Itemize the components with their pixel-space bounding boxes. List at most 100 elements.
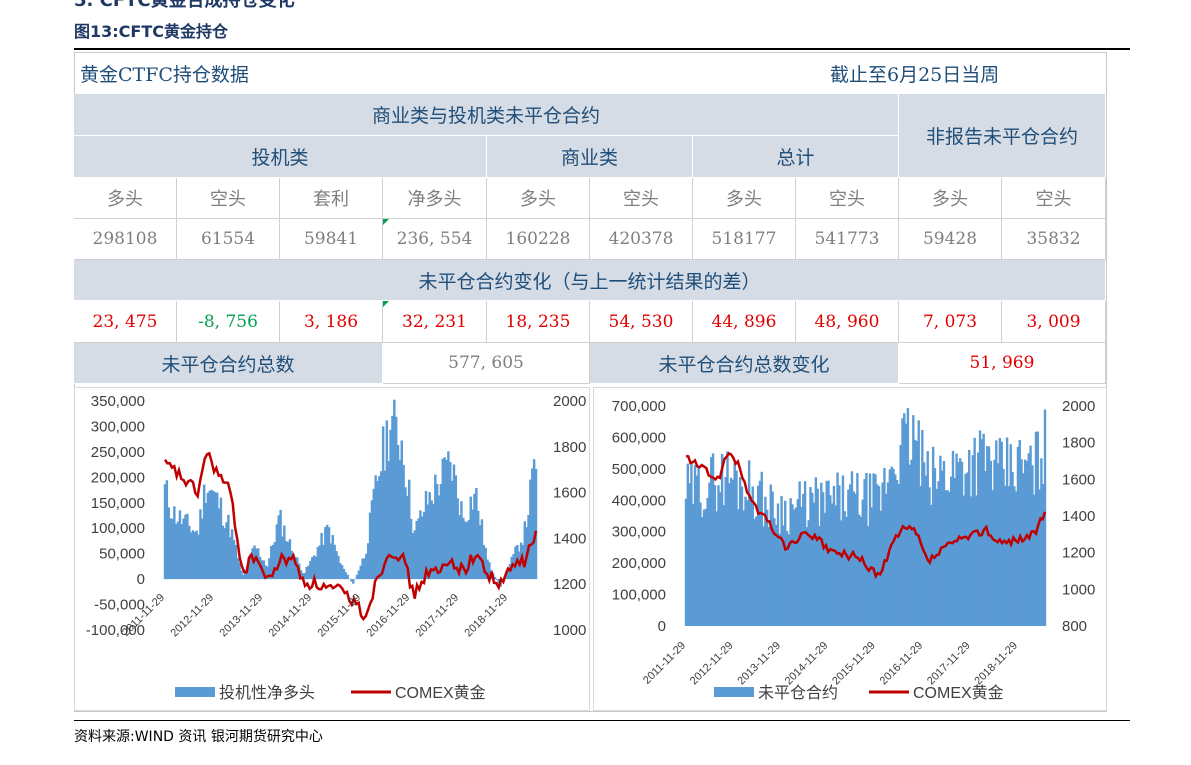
bar bbox=[305, 566, 308, 580]
bar bbox=[715, 511, 718, 626]
left-axis-tick-label: 300,000 bbox=[612, 524, 666, 541]
bar bbox=[163, 484, 167, 580]
bar bbox=[821, 492, 825, 626]
bar bbox=[372, 488, 376, 580]
bar bbox=[329, 543, 333, 580]
left-axis-tick-label: 350,000 bbox=[91, 393, 145, 410]
bar bbox=[195, 530, 198, 580]
bar bbox=[895, 479, 899, 626]
bar bbox=[874, 474, 877, 626]
bar bbox=[307, 565, 310, 580]
bar bbox=[1009, 444, 1012, 626]
bar bbox=[452, 464, 456, 580]
bar bbox=[814, 477, 818, 626]
bar bbox=[747, 460, 751, 626]
bar bbox=[986, 446, 989, 626]
bar bbox=[398, 459, 402, 580]
bar bbox=[374, 475, 377, 580]
bar bbox=[719, 492, 722, 626]
bar bbox=[686, 463, 690, 626]
bar bbox=[234, 544, 238, 580]
bar bbox=[908, 464, 911, 626]
bar bbox=[865, 472, 868, 626]
change-cell: -8, 756 bbox=[177, 301, 280, 343]
right-axis-tick-label: 1400 bbox=[553, 530, 586, 547]
bar bbox=[219, 497, 223, 580]
bar bbox=[189, 532, 193, 580]
value-cell: 420378 bbox=[590, 219, 693, 260]
bar bbox=[221, 525, 225, 580]
right-axis-tick-label: 1800 bbox=[553, 439, 586, 456]
bar bbox=[167, 507, 170, 580]
left-axis-tick-label: 500,000 bbox=[612, 461, 666, 478]
left-axis-tick-label: 50,000 bbox=[99, 546, 145, 563]
bar bbox=[311, 557, 314, 580]
bar bbox=[894, 474, 897, 626]
bar bbox=[471, 509, 474, 580]
bar bbox=[406, 495, 409, 580]
bar bbox=[294, 556, 297, 580]
bar bbox=[404, 487, 407, 580]
bar bbox=[951, 450, 955, 626]
bar bbox=[713, 485, 717, 626]
bar bbox=[695, 475, 699, 626]
bar bbox=[975, 495, 978, 626]
value-cell: 61554 bbox=[177, 219, 280, 260]
bar bbox=[532, 459, 536, 580]
comment-marker bbox=[383, 301, 389, 307]
bar bbox=[829, 495, 832, 626]
bar bbox=[998, 437, 1002, 626]
bar bbox=[456, 498, 459, 580]
bar bbox=[749, 497, 753, 626]
bar bbox=[454, 475, 458, 580]
comment-marker bbox=[383, 219, 389, 225]
bar bbox=[247, 558, 251, 580]
bar bbox=[277, 515, 280, 580]
bar bbox=[919, 485, 922, 626]
right-axis-tick-label: 2000 bbox=[553, 393, 586, 410]
bar bbox=[692, 503, 695, 626]
x-axis-tick-label: 2016-11-29 bbox=[878, 640, 926, 688]
bar bbox=[432, 503, 435, 580]
value-cell: 518177 bbox=[693, 219, 796, 260]
right-axis-tick-label: 1000 bbox=[1062, 581, 1095, 598]
bar bbox=[437, 495, 441, 580]
group-speculative: 投机类 bbox=[74, 136, 487, 178]
bar bbox=[426, 504, 430, 580]
bar bbox=[738, 477, 742, 626]
bar bbox=[325, 524, 329, 580]
x-axis-tick-label: 2015-11-29 bbox=[830, 640, 878, 688]
bar bbox=[845, 516, 848, 626]
bar bbox=[217, 508, 221, 580]
bar bbox=[778, 533, 782, 626]
bar bbox=[169, 518, 172, 580]
subheader-cell: 空头 bbox=[796, 178, 899, 219]
bar bbox=[337, 555, 340, 580]
bar bbox=[462, 517, 465, 580]
bar bbox=[204, 502, 208, 580]
bar bbox=[811, 492, 814, 626]
total-change-value: 51, 969 bbox=[899, 343, 1106, 384]
value-cell: 541773 bbox=[796, 219, 899, 260]
bar bbox=[991, 490, 994, 626]
bar bbox=[989, 460, 993, 626]
bar bbox=[182, 518, 185, 580]
bar bbox=[775, 524, 778, 626]
x-axis-tick-label: 2013-11-29 bbox=[735, 640, 783, 688]
left-axis-tick-label: 0 bbox=[658, 618, 666, 635]
x-axis-tick-label: 2013-11-29 bbox=[218, 592, 266, 640]
subheader-cell: 空头 bbox=[590, 178, 693, 219]
change-cell: 23, 475 bbox=[74, 301, 177, 343]
bar bbox=[380, 471, 383, 580]
bar bbox=[1032, 494, 1036, 626]
bar bbox=[877, 486, 881, 626]
bar bbox=[301, 573, 305, 580]
bar bbox=[942, 460, 946, 626]
bar bbox=[782, 525, 785, 626]
comex-gold-line bbox=[685, 451, 1047, 580]
bar bbox=[419, 510, 422, 580]
bar bbox=[394, 416, 398, 580]
left-axis-tick-label: 250,000 bbox=[91, 444, 145, 461]
bar bbox=[776, 503, 780, 626]
bar bbox=[787, 534, 791, 626]
